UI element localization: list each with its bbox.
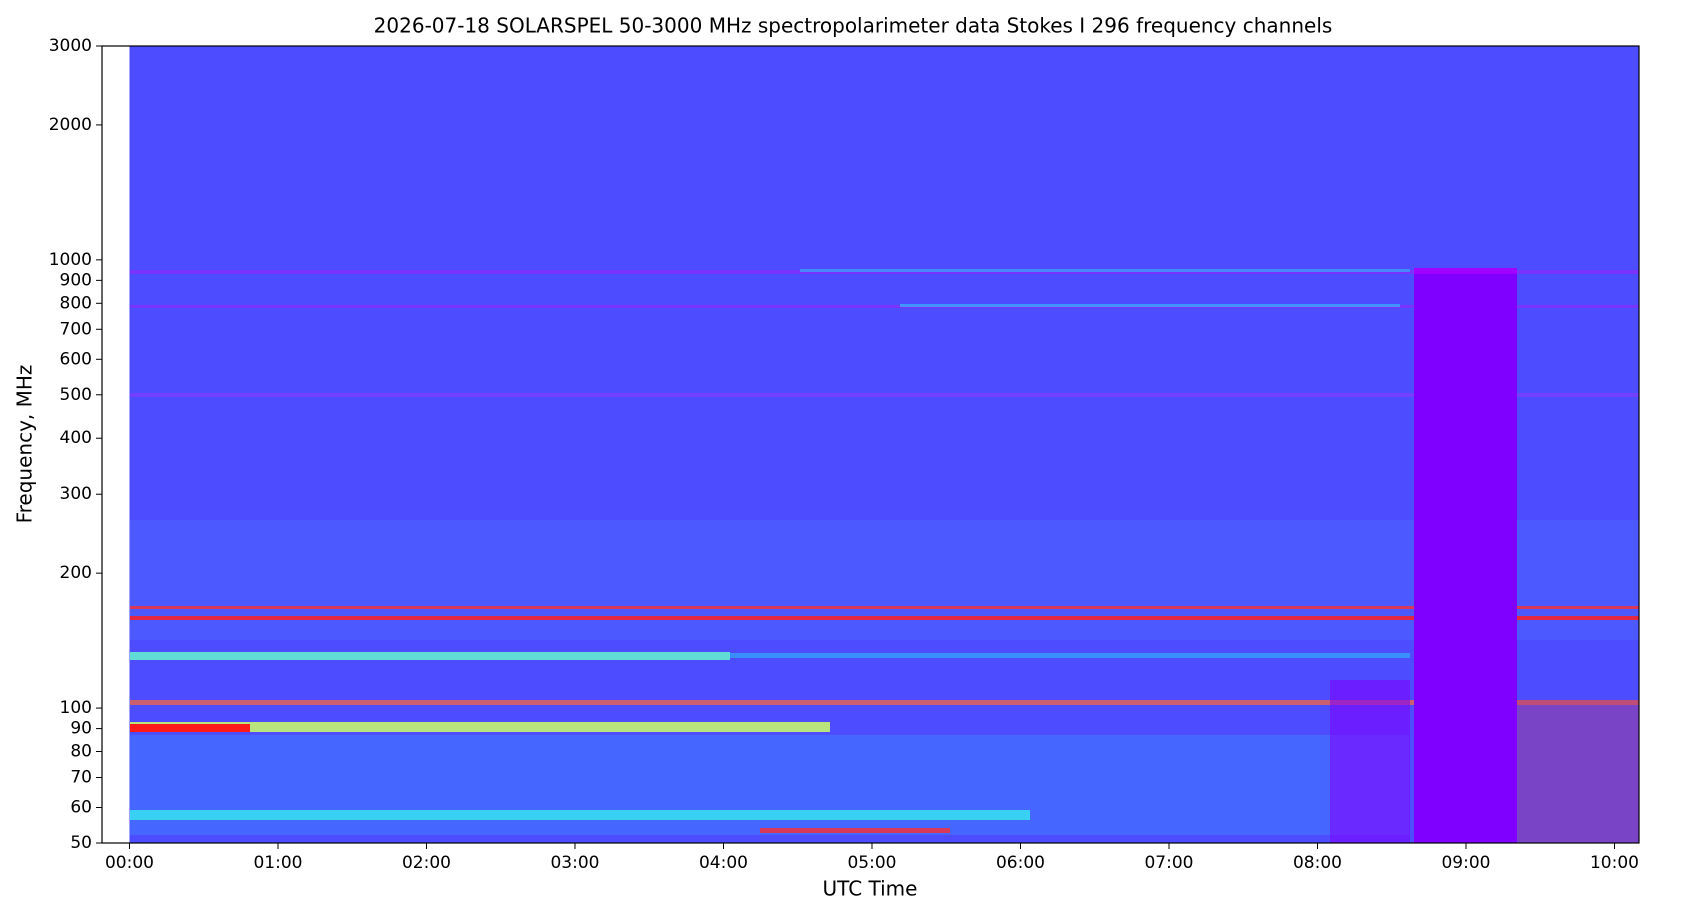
band [1330,680,1410,843]
x-tick-label: 07:00 [1144,853,1193,873]
spectral-features [130,268,1639,843]
band [1517,700,1639,843]
y-tick-label: 800 [60,293,92,313]
chart-title: 2026-07-18 SOLARSPEL 50-3000 MHz spectro… [374,14,1333,38]
band [130,700,1639,705]
band [130,724,250,732]
band [130,616,1639,620]
y-tick-label: 1000 [49,250,92,270]
x-tick-label: 02:00 [402,853,451,873]
y-tick-label: 900 [60,270,92,290]
x-tick-label: 04:00 [699,853,748,873]
y-tick-label: 200 [60,563,92,583]
y-tick-label: 100 [60,698,92,718]
y-tick-label: 50 [70,833,92,853]
band [730,653,1410,658]
band [760,828,950,833]
y-tick-label: 3000 [49,36,92,56]
band [130,810,1030,820]
y-tick-label: 90 [70,719,92,739]
x-tick-label: 06:00 [996,853,1045,873]
y-tick-label: 80 [70,742,92,762]
band [130,606,1639,609]
x-tick-label: 01:00 [253,853,302,873]
x-axis-label: UTC Time [823,877,918,901]
y-tick-label: 500 [60,385,92,405]
x-tick-label: 00:00 [105,853,154,873]
plot-frame [101,45,1640,844]
band [800,269,1410,272]
band [900,304,1400,307]
y-tick-label: 2000 [49,115,92,135]
band [130,393,1639,397]
gap [1414,268,1517,843]
y-tick-label: 70 [70,768,92,788]
y-tick-label: 60 [70,798,92,818]
x-tick-label: 09:00 [1441,853,1490,873]
x-tick-label: 05:00 [847,853,896,873]
y-tick-label: 600 [60,349,92,369]
band [130,652,730,660]
y-tick-label: 700 [60,319,92,339]
x-tick-label: 03:00 [550,853,599,873]
x-tick-label: 08:00 [1293,853,1342,873]
y-tick-label: 300 [60,484,92,504]
y-tick-label: 400 [60,428,92,448]
band [1414,268,1517,274]
band [130,722,830,732]
x-tick-label: 10:00 [1590,853,1639,873]
y-axis-label: Frequency, MHz [13,365,37,524]
band [130,305,1639,308]
band [130,520,1639,640]
